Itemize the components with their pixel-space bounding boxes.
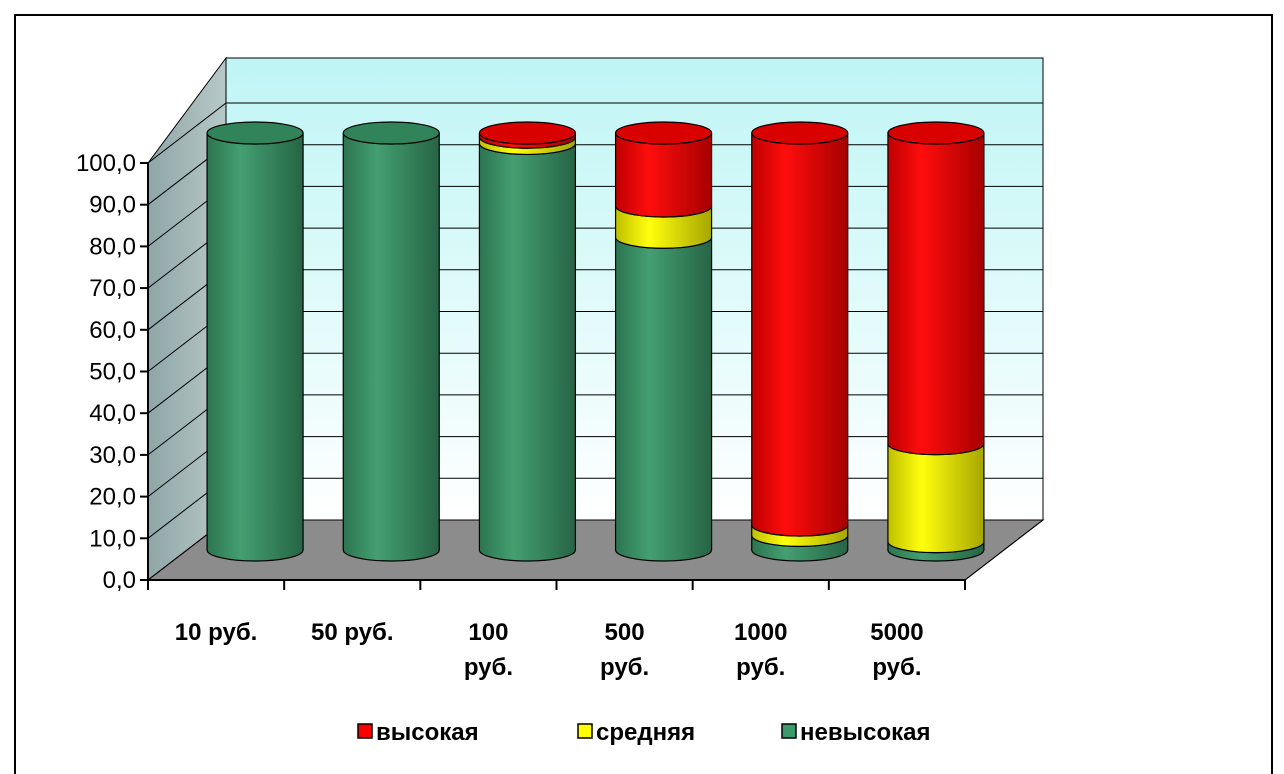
cylinder-top [206,121,304,145]
cylinder-top [751,121,849,145]
x-tick-label: 10 руб. [175,619,258,646]
cylinder-segment [887,132,985,456]
y-tick-label: 60,0 [89,317,136,344]
y-tick-label: 40,0 [89,400,136,427]
cylinder-segment [614,237,713,562]
y-tick-label: 70,0 [89,275,136,302]
cylinder-top [887,121,985,145]
cylinder-segment [614,132,713,218]
y-tick-label: 50,0 [89,359,136,386]
x-tick-label: руб. [600,654,649,681]
cylinder-top [614,121,713,145]
y-tick-label: 100,0 [76,150,136,177]
x-tick-label: 5000 [870,619,923,646]
cylinder-top [478,121,577,145]
cylinder-segment [887,443,985,554]
cylinder-segment [478,143,577,562]
x-tick-label: 50 руб. [311,619,394,646]
y-tick-label: 90,0 [89,192,136,219]
x-tick-label: руб. [464,654,513,681]
legend-swatch [357,723,373,739]
cylinder-segment [342,132,440,562]
side-gridline [147,102,227,164]
x-tick-label: 500 [605,619,645,646]
legend-label: невысокая [800,719,930,746]
cylinder-segment [206,132,304,562]
y-tick-label: 10,0 [89,525,136,552]
floor-edge [964,519,1044,581]
y-tick-label: 80,0 [89,233,136,260]
legend-label: средняя [596,719,695,746]
x-tick-label: руб. [736,654,785,681]
x-tick-label: руб. [872,654,921,681]
y-tick-label: 20,0 [89,484,136,511]
y-tick-label: 0,0 [103,567,136,594]
legend-swatch [781,723,797,739]
cylinder-top [342,121,440,145]
y-tick-label: 30,0 [89,442,136,469]
legend-label: высокая [376,719,479,746]
legend-swatch [577,723,593,739]
x-tick-label: 100 [468,619,508,646]
x-tick-label: 1000 [734,619,787,646]
cylinder-segment [751,132,849,537]
